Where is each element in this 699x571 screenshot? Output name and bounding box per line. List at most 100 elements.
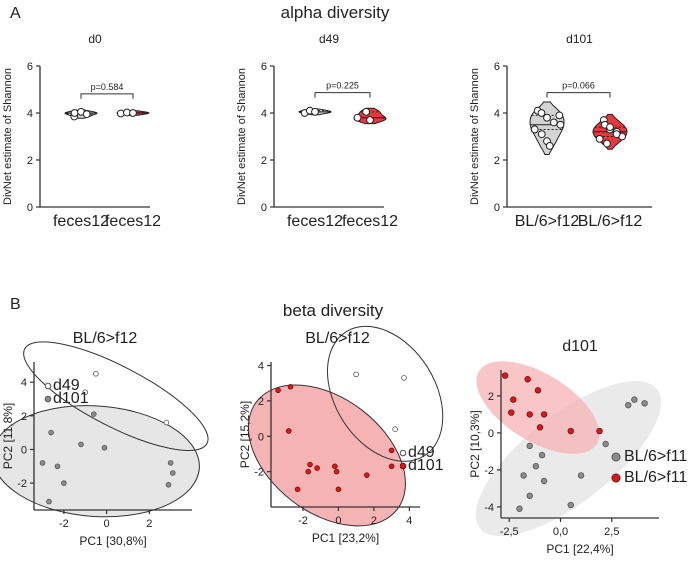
y-tick-label: 6 <box>494 61 500 73</box>
pca-point-VEH <box>577 472 585 479</box>
pca-point-TEL <box>508 409 515 416</box>
x-tick-label: 0 <box>335 515 341 527</box>
significance-bracket <box>80 93 134 99</box>
pca-point-d101 <box>307 461 313 468</box>
data-point <box>606 123 614 131</box>
pca-point-TEL <box>501 372 509 379</box>
x-tick-label: 2,5 <box>604 526 619 538</box>
y-tick-label: 0 <box>27 202 33 214</box>
legend-label: d10112 <box>408 457 444 474</box>
y-tick-label: 4 <box>261 108 267 120</box>
pca-point-d101 <box>388 463 395 470</box>
legend-marker <box>44 382 52 390</box>
pca-point-d101 <box>90 411 97 417</box>
x-axis-label: PC1 [22,4%] <box>546 542 613 556</box>
group-hull-open <box>326 325 444 462</box>
y-axis-label: PC2 [11,8%] <box>1 403 15 469</box>
x-tick-label: feces12 <box>287 213 343 230</box>
pca-point-d49 <box>163 419 170 426</box>
x-tick-label: 4 <box>406 515 412 527</box>
x-tick-label: 0 <box>104 518 110 530</box>
legend-label: d4912 <box>408 444 435 461</box>
y-tick-label: 0 <box>21 444 27 456</box>
y-axis-label: DivNet estimate of Shannon <box>469 68 481 205</box>
pca-point-d49 <box>392 426 398 432</box>
pca-point-VEH <box>532 463 540 470</box>
legend-marker <box>611 452 621 462</box>
pca-point-TEL <box>536 424 544 431</box>
violin-chart-d0: 0 2 4 6 DivNet estimate of Shannon d0 p=0.584 f… <box>2 32 161 230</box>
pca-point-VEH <box>631 396 638 403</box>
x-tick-label: feces12 <box>105 213 161 230</box>
x-tick-label: 0,0 <box>553 526 568 538</box>
y-axis-label: DivNet estimate of Shannon <box>2 68 14 205</box>
pca-point-d49 <box>93 370 99 377</box>
x-tick-label: -2 <box>298 515 308 527</box>
y-tick-label: 2 <box>261 155 267 167</box>
x-tick-label: 2 <box>146 518 152 530</box>
chart-title: d0 <box>88 32 102 46</box>
chart-title: d49 <box>319 32 339 46</box>
pca-point-d101 <box>287 383 294 390</box>
y-tick-label: 2 <box>494 155 500 167</box>
y-tick-label: 0 <box>494 202 500 214</box>
alpha-diversity-title: alpha diversity <box>281 3 390 22</box>
y-tick-label: 2 <box>27 155 33 167</box>
data-point <box>362 107 371 116</box>
legend-marker <box>44 395 52 403</box>
y-tick-label: -2 <box>17 478 27 490</box>
data-point <box>543 113 551 122</box>
data-point <box>82 110 91 119</box>
pca-point-TEL <box>596 427 603 435</box>
pca-point-TEL <box>526 411 533 418</box>
pca-point-d101 <box>294 486 301 493</box>
significance-bracket <box>546 92 611 98</box>
pca-point-d101 <box>39 460 46 466</box>
group-hull-open <box>23 341 209 451</box>
data-point <box>366 116 374 124</box>
y-tick-label: 6 <box>27 61 33 73</box>
pca-point-VEH <box>526 442 533 450</box>
pca-chart-0: -2 0 2 -2 0 2 4 PC1 [30,8%] PC2 [11,8%] BL/6>f12 d… <box>0 330 209 548</box>
legend-marker <box>399 449 407 457</box>
panel-label-a: A <box>10 5 21 22</box>
chart-title: BL/6>f12 <box>305 330 370 347</box>
data-point <box>311 107 319 116</box>
data-point <box>537 130 546 139</box>
chart-title: BL/6>f12 <box>73 330 138 347</box>
y-tick-label: -4 <box>484 502 494 514</box>
data-point <box>612 130 621 139</box>
y-tick-label: 4 <box>27 108 33 120</box>
y-tick-label: 4 <box>258 361 264 373</box>
group-hull-gray <box>475 380 662 537</box>
pca-point-VEH <box>526 492 533 499</box>
p-value-label: p=0.066 <box>562 81 595 91</box>
legend-marker <box>611 473 621 483</box>
pca-point-d101 <box>363 472 370 478</box>
chart-title: d10112 <box>562 338 598 355</box>
pca-point-d101 <box>48 429 54 436</box>
data-point <box>549 118 558 127</box>
pca-point-d49 <box>82 389 89 396</box>
pca-point-VEH <box>625 401 632 409</box>
pca-point-VEH <box>520 472 527 479</box>
y-tick-label: 4 <box>494 108 500 120</box>
chart-title: d101 <box>566 32 593 46</box>
data-point <box>556 120 565 129</box>
y-tick-label: 4 <box>21 377 27 389</box>
pca-chart-1: -2 0 2 4 -2 0 2 4 PC1 [23,2%] PC2 [15,2%] BL/6>f12… <box>238 325 444 545</box>
x-tick-label: feces12 <box>53 213 109 230</box>
pca-point-d101 <box>285 428 292 434</box>
y-tick-label: 0 <box>488 428 494 440</box>
x-tick-label: -2,5 <box>500 526 519 538</box>
pca-point-d101 <box>335 486 342 493</box>
pca-point-d49 <box>401 375 407 381</box>
pca-point-d101 <box>61 480 67 486</box>
legend-label: BL/6>f11 <box>624 448 687 465</box>
pca-point-d101 <box>169 470 176 476</box>
x-tick-label: BL/6>f12 <box>578 213 643 230</box>
legend-label: BL/6>f11 <box>624 469 687 486</box>
charts-layer: 0 2 4 6 DivNet estimate of Shannon d0 p=0.584 f… <box>0 32 687 556</box>
pca-point-d101 <box>314 465 320 471</box>
